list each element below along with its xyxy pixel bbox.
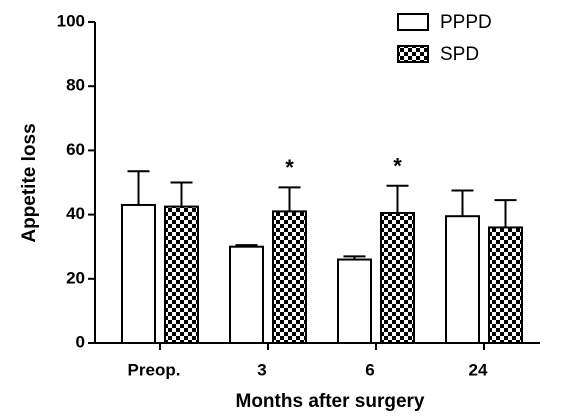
annotation: *	[393, 154, 402, 179]
bar	[121, 203, 156, 344]
y-tick-label: 40	[66, 204, 85, 223]
bar	[488, 226, 523, 344]
x-tick-label: 3	[257, 360, 266, 379]
bar	[229, 245, 264, 344]
legend-swatch	[397, 13, 429, 31]
y-tick-label: 0	[76, 332, 85, 351]
y-tick-label: 100	[57, 11, 85, 30]
y-axis-label: Appetite loss	[19, 123, 40, 242]
y-tick-label: 20	[66, 268, 85, 287]
y-tick-label: 60	[66, 140, 85, 159]
bar	[337, 258, 372, 345]
annotation: *	[285, 155, 294, 180]
bar	[380, 211, 415, 344]
y-tick-label: 80	[66, 76, 85, 95]
x-tick-label: 24	[469, 360, 488, 379]
x-tick-label: Preop.	[128, 360, 181, 379]
legend-label: SPD	[440, 44, 479, 65]
legend-label: PPPD	[440, 12, 492, 33]
legend-swatch	[397, 45, 429, 63]
bar	[164, 205, 199, 344]
x-tick-label: 6	[365, 360, 374, 379]
bar	[445, 215, 480, 344]
x-axis-label: Months after surgery	[236, 391, 425, 412]
bar	[272, 210, 307, 344]
